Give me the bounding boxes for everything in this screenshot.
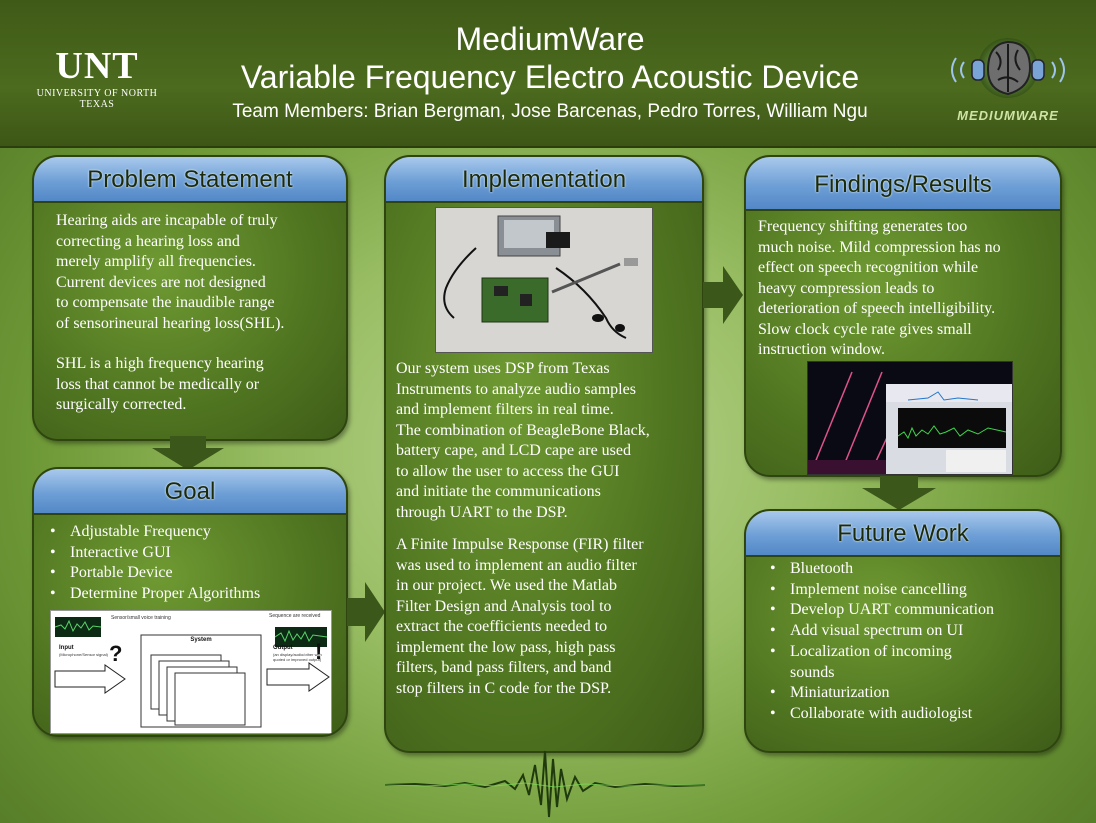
hardware-image: [436, 208, 652, 352]
future-work-panel: Future Work Bluetooth Implement noise ca…: [744, 509, 1062, 753]
problem-line: loss that cannot be medically or: [56, 375, 260, 393]
list-item: Adjustable Frequency: [46, 522, 341, 543]
exclamation-mark: !: [315, 639, 323, 664]
problem-statement-heading: Problem Statement: [34, 157, 346, 203]
problem-statement-panel: Problem Statement Hearing aids are incap…: [32, 155, 348, 441]
diagram-system-label: System: [190, 637, 212, 643]
implementation-line: implement the low pass, high pass: [396, 638, 616, 656]
list-item: Add visual spectrum on UI: [766, 621, 1056, 642]
sound-wave-icon: [385, 750, 705, 818]
future-work-list: Bluetooth Implement noise cancelling Dev…: [766, 559, 1056, 725]
goal-heading: Goal: [34, 469, 346, 515]
question-mark: ?: [109, 641, 123, 666]
unt-logo-main: UNT: [55, 45, 139, 87]
goal-list: Adjustable Frequency Interactive GUI Por…: [46, 522, 341, 605]
implementation-line: battery cape, and LCD cape are used: [396, 442, 631, 459]
spectrogram-image: [808, 362, 1012, 474]
system-diagram: Sensor/small voice training Sequence are…: [50, 610, 332, 734]
problem-line: of sensorineural hearing loss(SHL).: [56, 314, 285, 332]
list-item: Collaborate with audiologist: [766, 704, 1056, 725]
findings-line: heavy compression leads to: [758, 279, 935, 297]
problem-line: SHL is a high frequency hearing: [56, 355, 264, 372]
diagram-input-label: Input: [59, 645, 74, 651]
implementation-line: stop filters in C code for the DSP.: [396, 679, 612, 697]
implementation-panel: Implementation Our system uses DSP from …: [384, 155, 704, 753]
arrow-right-icon: [347, 582, 385, 642]
problem-line: Current devices are not designed: [56, 273, 266, 291]
list-item: Develop UART communication: [766, 600, 1056, 621]
brain-headphones-logo: MEDIUMWARE: [938, 30, 1078, 130]
list-item: Miniaturization: [766, 683, 1056, 704]
goal-panel: Goal Adjustable Frequency Interactive GU…: [32, 467, 348, 737]
implementation-line: A Finite Impulse Response (FIR) filter: [396, 536, 644, 553]
unt-logo-sub: UNIVERSITY OF NORTH TEXAS: [36, 88, 158, 110]
findings-text: Frequency shifting generates too much no…: [758, 217, 1058, 361]
poster-subtitle: Variable Frequency Electro Acoustic Devi…: [240, 59, 860, 95]
list-item: Determine Proper Algorithms: [46, 584, 341, 605]
diagram-output-sub: (an display/audio/other with quoted or i…: [273, 652, 322, 662]
future-work-heading: Future Work: [746, 511, 1060, 557]
implementation-line: Our system uses DSP from Texas: [396, 360, 610, 377]
diagram-right-note: Sequence are received: [269, 613, 321, 619]
diagram-graphics: [54, 617, 330, 728]
implementation-line: in our project. We used the Matlab: [396, 577, 618, 594]
spectrogram-screenshot: [807, 361, 1013, 475]
implementation-line: and implement filters in real time.: [396, 401, 614, 418]
findings-line: Frequency shifting generates too: [758, 218, 968, 235]
problem-line: to compensate the inaudible range: [56, 294, 275, 311]
findings-line: instruction window.: [758, 341, 885, 358]
implementation-line: Instruments to analyze audio samples: [396, 380, 636, 398]
hardware-photo: [435, 207, 653, 353]
poster-header: UNT UNIVERSITY OF NORTH TEXAS MediumWare…: [0, 0, 1096, 148]
diagram-output-label: Output: [273, 645, 293, 651]
implementation-line: through UART to the DSP.: [396, 503, 568, 521]
team-members: Team Members: Brian Bergman, Jose Barcen…: [232, 101, 868, 122]
diagram-input-sub: (Microphone/Sensor signal): [59, 652, 108, 657]
implementation-line: to allow the user to access the GUI: [396, 462, 620, 480]
list-item: Portable Device: [46, 563, 341, 584]
implementation-line: Filter Design and Analysis tool to: [396, 597, 612, 615]
diagram-top-note: Sensor/small voice training: [111, 615, 171, 621]
implementation-heading: Implementation: [386, 157, 702, 203]
problem-line: merely amplify all frequencies.: [56, 253, 256, 270]
findings-panel: Findings/Results Frequency shifting gene…: [744, 155, 1062, 477]
problem-line: surgically corrected.: [56, 396, 187, 413]
findings-line: effect on speech recognition while: [758, 259, 979, 276]
problem-statement-text: Hearing aids are incapable of truly corr…: [56, 211, 346, 416]
brain-headphones-icon: [951, 38, 1065, 98]
findings-line: deterioration of speech intelligibility.: [758, 300, 996, 317]
arrow-down-icon: [152, 436, 224, 470]
findings-line: much noise. Mild compression has no: [758, 238, 1001, 256]
findings-line: Slow clock cycle rate gives small: [758, 320, 972, 338]
list-item: Localization of incoming sounds: [766, 642, 990, 683]
implementation-text: Our system uses DSP from Texas Instrumen…: [396, 359, 696, 699]
arrow-right-icon: [703, 266, 743, 324]
implementation-line: was used to implement an audio filter: [396, 556, 637, 574]
implementation-line: extract the coefficients needed to: [396, 618, 608, 635]
list-item: Implement noise cancelling: [766, 580, 1056, 601]
implementation-line: The combination of BeagleBone Black,: [396, 421, 650, 439]
poster-title: MediumWare: [455, 21, 645, 57]
implementation-line: filters, band pass filters, and band: [396, 659, 612, 676]
findings-heading: Findings/Results: [746, 157, 1060, 211]
list-item: Bluetooth: [766, 559, 1056, 580]
unt-logo: UNT UNIVERSITY OF NORTH TEXAS: [22, 45, 172, 110]
problem-line: correcting a hearing loss and: [56, 232, 240, 250]
problem-line: Hearing aids are incapable of truly: [56, 212, 278, 229]
brand-logo-text: MEDIUMWARE: [957, 108, 1059, 123]
implementation-line: and initiate the communications: [396, 483, 601, 500]
poster-titles: MediumWare Variable Frequency Electro Ac…: [180, 20, 920, 126]
list-item: Interactive GUI: [46, 543, 341, 564]
arrow-down-icon: [862, 476, 936, 510]
